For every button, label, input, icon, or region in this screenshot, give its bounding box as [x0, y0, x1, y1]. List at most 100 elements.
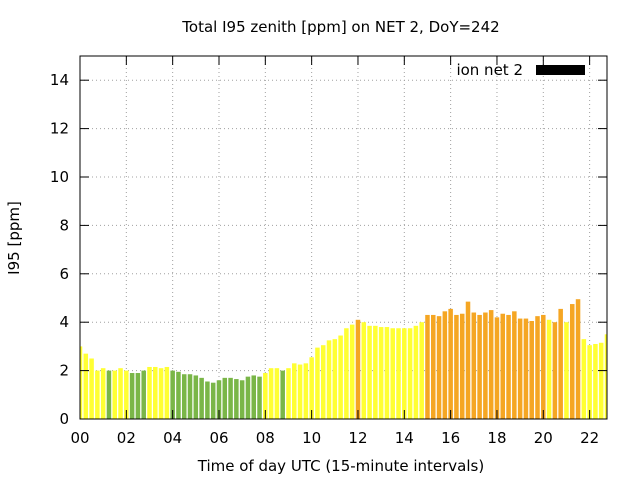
bar	[158, 368, 164, 419]
bar	[292, 363, 297, 419]
bar	[118, 368, 123, 419]
bar	[413, 325, 419, 419]
x-tick-label: 18	[487, 429, 506, 447]
bar	[320, 345, 326, 419]
bar	[257, 376, 262, 419]
ticks	[79, 56, 607, 420]
bar	[106, 370, 112, 419]
bar	[355, 319, 361, 419]
bar	[147, 366, 152, 419]
bars	[80, 299, 607, 419]
plot-frame	[79, 55, 608, 420]
bar	[517, 318, 523, 419]
bar	[228, 377, 233, 419]
bar	[124, 370, 129, 419]
y-tick-label: 8	[59, 216, 69, 234]
bar	[604, 334, 607, 419]
bar	[477, 314, 482, 419]
bar	[500, 313, 506, 419]
bar	[216, 380, 222, 419]
bar	[564, 322, 569, 419]
x-tick-label: 06	[209, 429, 228, 447]
x-tick-label: 00	[70, 429, 89, 447]
bar	[373, 325, 378, 419]
bar	[442, 311, 448, 419]
bar	[465, 301, 471, 419]
bar	[587, 345, 592, 419]
bar	[506, 314, 511, 419]
bar	[419, 322, 424, 419]
bar	[384, 327, 390, 419]
bar	[349, 324, 355, 419]
bar	[488, 310, 494, 419]
y-tick-label: 12	[50, 120, 69, 138]
x-tick-label: 10	[302, 429, 321, 447]
bar	[361, 322, 367, 419]
bar	[234, 379, 239, 419]
y-tick-label: 4	[59, 313, 69, 331]
bar	[95, 370, 100, 419]
bar	[552, 322, 558, 419]
bar	[494, 317, 500, 419]
bar	[575, 299, 581, 419]
bar	[239, 380, 245, 419]
bar	[251, 375, 256, 419]
bar	[483, 312, 488, 419]
y-axis-label: I95 [ppm]	[5, 201, 23, 275]
bar	[205, 381, 210, 419]
bar	[112, 370, 118, 419]
bar	[471, 312, 477, 419]
bar	[297, 364, 303, 419]
bar	[141, 370, 146, 419]
bar	[541, 314, 546, 419]
bar	[263, 373, 268, 419]
bar	[598, 342, 604, 419]
grid	[80, 56, 607, 419]
bar	[425, 314, 430, 419]
bar	[89, 358, 94, 419]
bar	[83, 353, 89, 419]
bar	[193, 375, 199, 419]
bar	[546, 319, 552, 419]
bar	[80, 346, 83, 419]
bar	[390, 328, 395, 419]
x-tick-label: 20	[534, 429, 553, 447]
bar	[512, 311, 517, 419]
legend: ion net 2	[456, 61, 585, 79]
bar	[135, 373, 141, 419]
bar	[558, 308, 563, 419]
x-tick-label: 16	[441, 429, 460, 447]
bar	[268, 368, 274, 419]
x-tick-label: 12	[348, 429, 367, 447]
bar	[569, 304, 575, 419]
bar	[170, 370, 175, 419]
bar	[454, 314, 459, 419]
bar	[100, 368, 106, 419]
bar	[448, 308, 453, 419]
x-tick-label: 14	[395, 429, 414, 447]
legend-label: ion net 2	[456, 61, 523, 79]
y-tick-label: 2	[59, 362, 69, 380]
x-tick-label: 22	[580, 429, 599, 447]
bar	[344, 328, 349, 419]
bar	[187, 374, 193, 419]
bar	[529, 320, 534, 419]
bar	[153, 366, 158, 419]
x-tick-label: 02	[117, 429, 136, 447]
bar	[436, 316, 442, 419]
bar	[535, 316, 540, 419]
chart-title: Total I95 zenith [ppm] on NET 2, DoY=242	[181, 18, 499, 36]
x-axis-label: Time of day UTC (15-minute intervals)	[197, 457, 484, 475]
bar	[338, 335, 343, 419]
bar	[431, 314, 436, 419]
bar	[181, 374, 187, 419]
bar	[199, 377, 204, 419]
bar	[176, 371, 181, 419]
bar	[286, 368, 291, 419]
bar	[407, 328, 413, 419]
bar	[402, 328, 407, 419]
bar	[315, 347, 320, 419]
bar	[332, 339, 338, 419]
